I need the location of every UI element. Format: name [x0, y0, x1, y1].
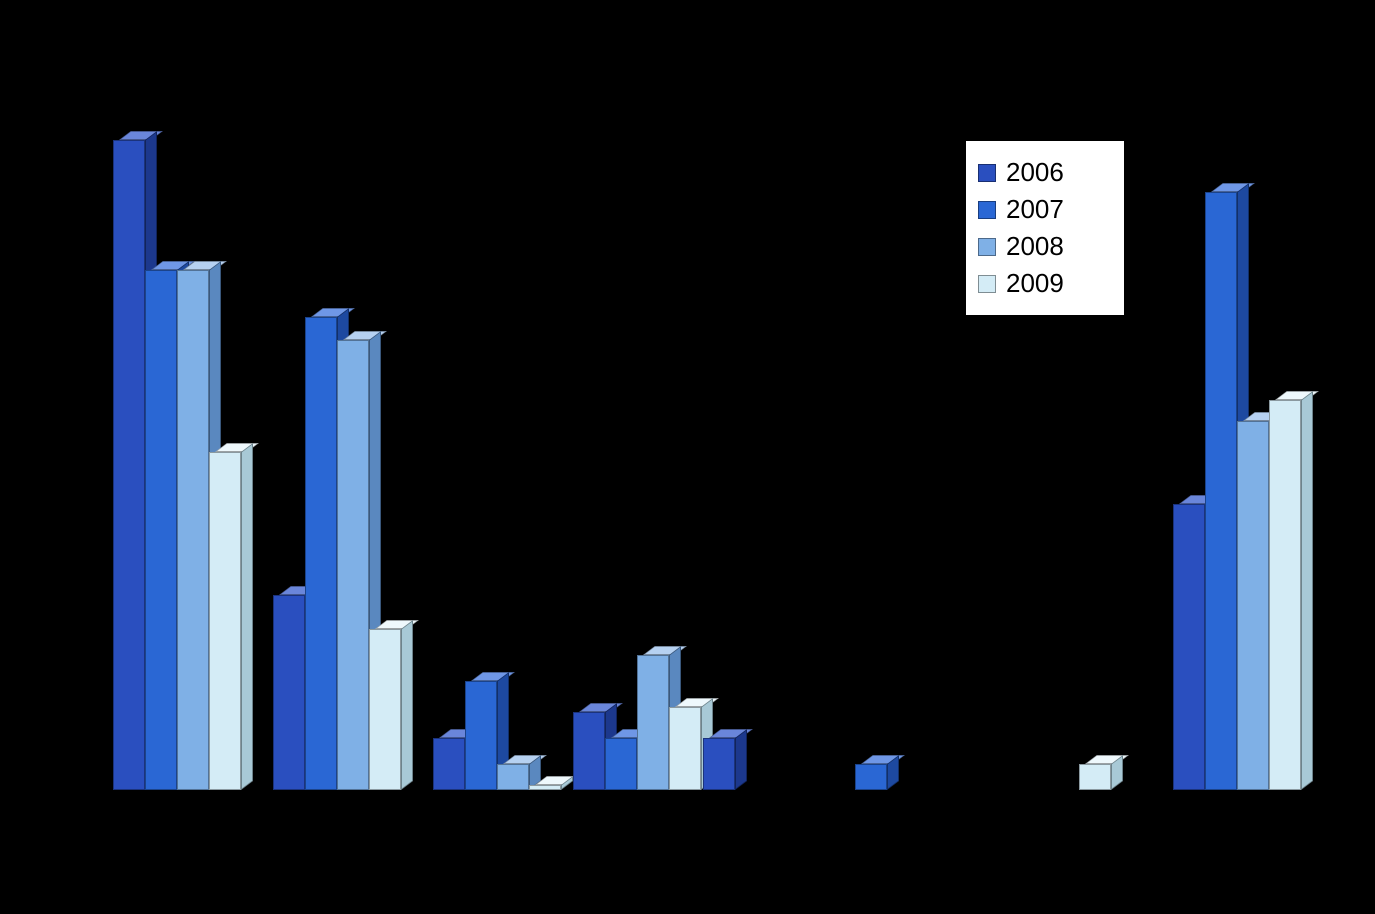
- legend-swatch-2007: [978, 201, 996, 219]
- legend-swatch-2008: [978, 238, 996, 256]
- legend-label-2006: 2006: [1006, 157, 1064, 188]
- legend-swatch-2009: [978, 275, 996, 293]
- ytick-25: 25: [46, 129, 80, 152]
- legend-item-2007: 2007: [978, 194, 1108, 225]
- y-axis-label: n. es: [18, 377, 41, 420]
- ytick-15: 15: [46, 389, 80, 412]
- legend-label-2007: 2007: [1006, 194, 1064, 225]
- y-top-label: n. es: [46, 88, 106, 111]
- legend-swatch-2006: [978, 164, 996, 182]
- legend-item-2009: 2009: [978, 268, 1108, 299]
- legend-label-2009: 2009: [1006, 268, 1064, 299]
- ytick-20: 20: [46, 259, 80, 282]
- legend-label-2008: 2008: [1006, 231, 1064, 262]
- bar-chart: 0 5 10 15 20 25 n. es n. es 2006 2007 2008 2009: [0, 0, 1375, 914]
- ytick-0: 0: [46, 779, 80, 802]
- legend: 2006 2007 2008 2009: [965, 140, 1125, 316]
- legend-item-2008: 2008: [978, 231, 1108, 262]
- legend-item-2006: 2006: [978, 157, 1108, 188]
- ytick-10: 10: [46, 519, 80, 542]
- bars-container: [113, 90, 1353, 790]
- ytick-5: 5: [46, 649, 80, 672]
